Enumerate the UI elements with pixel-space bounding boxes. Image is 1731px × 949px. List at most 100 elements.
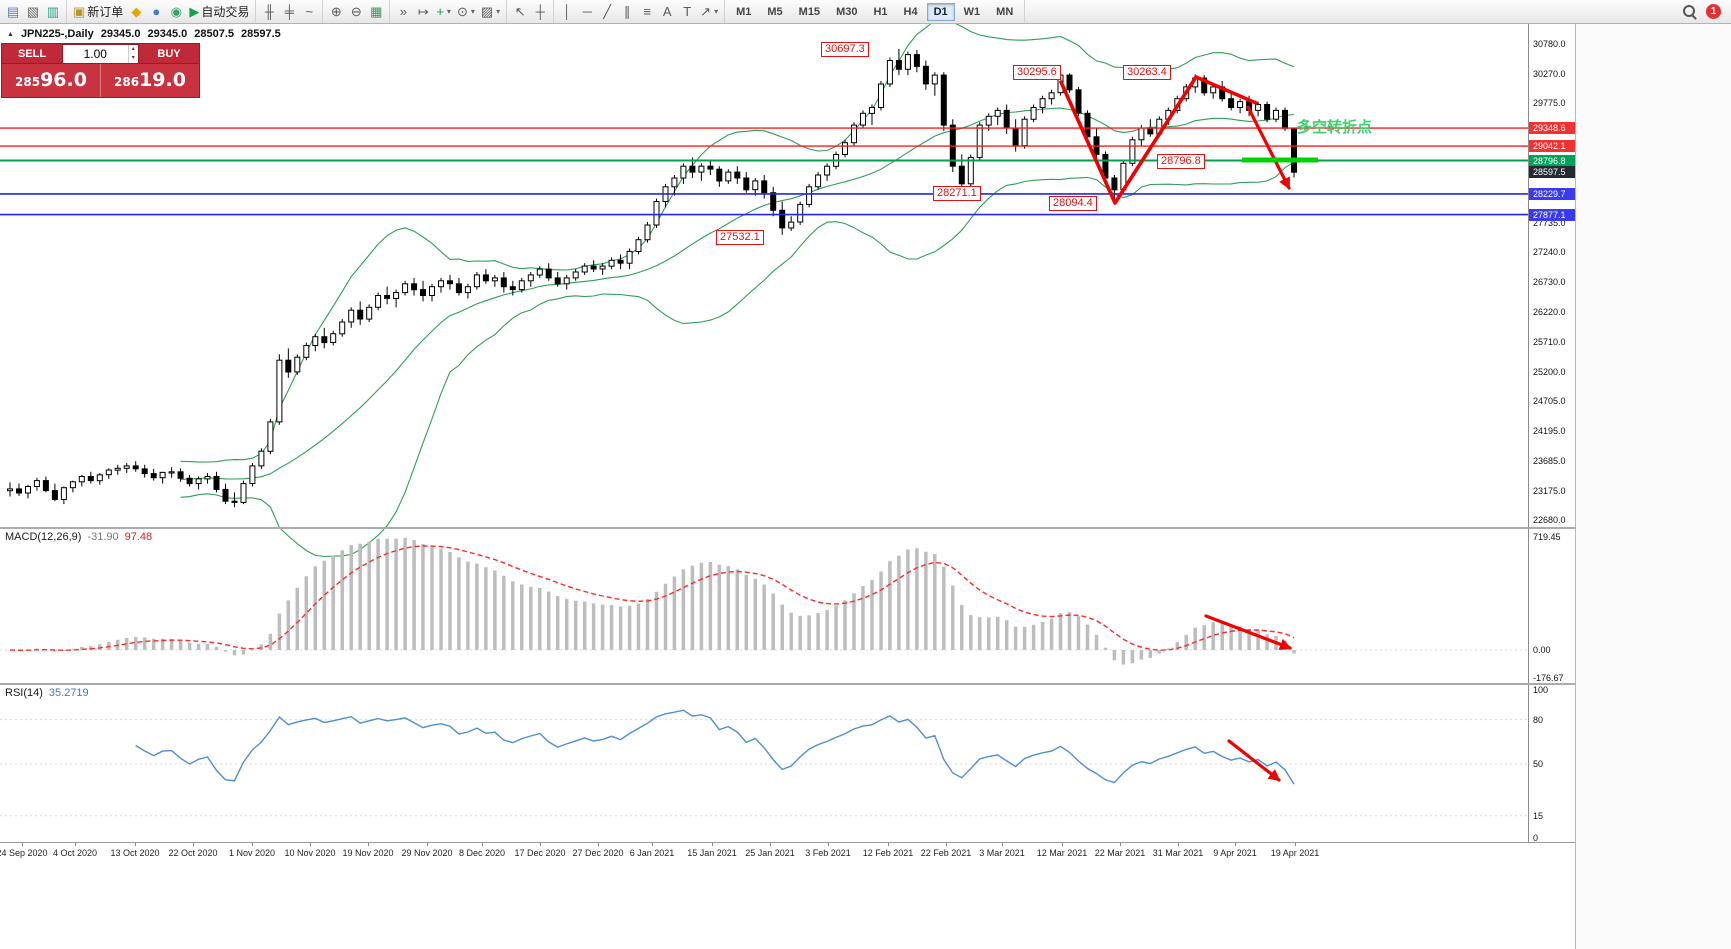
candle-body (16, 488, 22, 494)
tf-m30-button[interactable]: M30 (829, 3, 864, 21)
zoom-out-icon[interactable]: ⊖ (346, 2, 366, 22)
indicators-icon[interactable]: + ▾ (433, 2, 454, 22)
price-tag: 29348.6 (1529, 122, 1575, 135)
candle-body (878, 83, 884, 108)
mql5-community-icon-glyph: ● (152, 4, 161, 19)
tf-h1-button[interactable]: H1 (866, 3, 894, 21)
symbol-icon: ▲ (7, 30, 14, 38)
expert-advisors-icon-glyph: ◆ (131, 4, 142, 19)
autotrading-glyph: ▶ (189, 4, 200, 19)
autotrading-button[interactable]: ▶ 自动交易 (186, 2, 252, 22)
date-tick (712, 843, 713, 846)
price-tick: 26220.0 (1533, 306, 1566, 317)
news-icon[interactable]: ◉ (166, 2, 186, 22)
price-scale[interactable]: 30780.0 30270.0 29775.0 27735.0 27240.0 26730… (1528, 0, 1575, 862)
candle-body (366, 306, 373, 320)
cursor-icon[interactable]: ↖ (510, 2, 530, 22)
candle-body (985, 115, 992, 126)
chart-shift-icon[interactable]: ↦ (413, 2, 433, 22)
tf-h4-button[interactable]: H4 (897, 3, 925, 21)
market-watch-icon[interactable]: ▥ (43, 2, 63, 22)
rsi-scale-label: 100 (1533, 685, 1549, 695)
expert-advisors-icon[interactable]: ◆ (126, 2, 146, 22)
volume-up-icon[interactable]: ▴ (131, 46, 135, 52)
candle-body (114, 467, 121, 471)
trend-zigzag[interactable] (1059, 75, 1258, 205)
vertical-line-icon[interactable]: │ (557, 2, 577, 22)
tf-m1-button[interactable]: M1 (729, 3, 758, 21)
macd-arrow[interactable] (1204, 614, 1292, 651)
volume-spinner[interactable]: ▴ ▾ (127, 45, 138, 63)
date-tick (75, 843, 76, 846)
mql5-community-icon[interactable]: ● (146, 2, 166, 22)
crosshair-icon-glyph: ┼ (535, 4, 545, 19)
trade-controls-row: SELL ▴ ▾ BUY (2, 44, 199, 64)
candle-body (1282, 109, 1288, 129)
new-order-button[interactable]: ▣ 新订单 (70, 2, 126, 22)
price-tag: 28229.7 (1529, 187, 1575, 200)
equidistant-channel-icon[interactable]: ∥ (617, 2, 637, 22)
volume-input[interactable] (63, 45, 128, 63)
candle-body (725, 171, 732, 182)
price-tick: 30780.0 (1533, 39, 1566, 49)
candle-body (168, 471, 175, 474)
fibonacci-icon[interactable]: ≡ (637, 2, 657, 22)
line-chart-icon[interactable]: ~ (299, 2, 319, 22)
candlestick-chart-icon[interactable]: ╪ (279, 2, 299, 22)
buy-price-big: 19.0 (139, 69, 186, 91)
tf-m15-button[interactable]: M15 (792, 3, 827, 21)
candle-body (438, 280, 444, 288)
equidistant-channel-icon-glyph: ∥ (623, 4, 631, 19)
market-watch-icon-glyph: ▥ (46, 4, 60, 19)
macd-panel-separator[interactable] (0, 527, 1575, 529)
turning-point-note[interactable]: 多空转折点 (1297, 119, 1373, 136)
candle-body (536, 268, 543, 276)
candle-body (626, 250, 633, 264)
macd-name: MACD(12,26,9) (5, 531, 82, 543)
rsi-arrow[interactable] (1227, 739, 1281, 782)
chart-preview-icon[interactable]: ▧ (23, 2, 43, 22)
drop-arrow[interactable] (1246, 105, 1291, 190)
zoom-in-icon[interactable]: ⊕ (326, 2, 346, 22)
new-chart-icon[interactable]: ▤ (3, 2, 23, 22)
candle-body (482, 274, 489, 282)
date-tick (770, 843, 771, 846)
price-tick: 24195.0 (1533, 425, 1566, 436)
vertical-line-icon-glyph: │ (563, 4, 572, 19)
tf-mn-button[interactable]: MN (989, 3, 1020, 21)
tf-w1-button[interactable]: W1 (957, 3, 988, 21)
arrows-icon[interactable]: ↗ ▾ (697, 2, 721, 22)
horizontal-line-icon[interactable]: ─ (577, 2, 597, 22)
periods-icon[interactable]: ⊙ ▾ (454, 2, 478, 22)
text-icon-glyph: A (662, 4, 672, 19)
buy-button[interactable]: BUY (139, 44, 199, 64)
date-label: 19 Apr 2021 (1270, 848, 1320, 858)
text-icon[interactable]: A (657, 2, 677, 22)
templates-icon[interactable]: ▨ ▾ (478, 2, 503, 22)
tile-windows-icon[interactable]: ▦ (366, 2, 386, 22)
trendline-icon[interactable]: ╱ (597, 2, 617, 22)
text-label-icon[interactable]: T (677, 2, 697, 22)
search-icon[interactable] (1682, 4, 1697, 20)
candle-body (213, 476, 220, 490)
notification-badge[interactable]: 1 (1706, 4, 1721, 19)
tf-m5-button[interactable]: M5 (760, 3, 789, 21)
candle-body (1264, 104, 1271, 120)
auto-scroll-icon[interactable]: » (393, 2, 413, 22)
candle-body (527, 274, 534, 282)
sell-button[interactable]: SELL (2, 44, 62, 64)
candle-body (141, 468, 148, 475)
volume-down-icon[interactable]: ▾ (131, 55, 135, 61)
time-axis[interactable]: 24 Sep 2020 4 Oct 2020 13 Oct 2020 22 Oct 2… (0, 842, 1575, 863)
bar-chart-icon[interactable]: ╫ (259, 2, 279, 22)
date-tick (22, 843, 23, 846)
date-tick (1002, 843, 1003, 846)
candle-body (922, 65, 929, 85)
candle-body (572, 271, 579, 279)
rsi-panel-separator[interactable] (0, 683, 1575, 685)
candle-body (644, 224, 651, 241)
crosshair-icon[interactable]: ┼ (530, 2, 550, 22)
auto-scroll-icon-glyph: » (399, 4, 407, 19)
tf-d1-button[interactable]: D1 (926, 2, 955, 21)
